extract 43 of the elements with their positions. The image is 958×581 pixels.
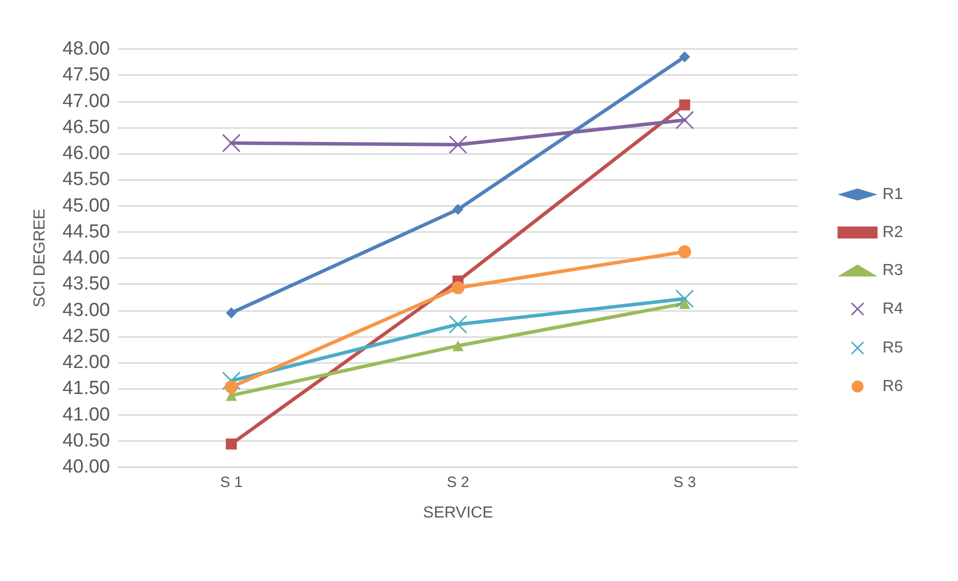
point — [452, 204, 464, 215]
y-tick-label: 43.00 — [62, 300, 110, 321]
y-tick-label: 41.00 — [62, 404, 110, 426]
point — [222, 372, 241, 390]
legend-label: R1 — [882, 186, 904, 203]
y-tick-label: 47.00 — [62, 90, 110, 112]
point — [448, 315, 468, 334]
x-axis-title: SERVICE — [423, 504, 493, 522]
point — [675, 290, 694, 308]
x-tick-label: S 3 — [673, 474, 696, 491]
legend-label: R2 — [882, 224, 904, 241]
y-tick-label: 44.00 — [62, 248, 110, 268]
x-tick-label: S 1 — [220, 474, 243, 491]
y-tick-label: 45.50 — [62, 169, 110, 190]
point — [448, 135, 468, 154]
y-tick-label: 45.00 — [62, 195, 110, 216]
point — [226, 307, 237, 318]
point — [679, 51, 690, 62]
point — [678, 245, 692, 258]
point — [224, 380, 238, 394]
point — [452, 340, 464, 352]
y-tick-label: 48.00 — [62, 38, 110, 60]
y-tick-label: 40.00 — [62, 456, 110, 478]
x-tick-label: S 2 — [446, 474, 470, 491]
point — [226, 438, 237, 450]
y-tick-label: 43.50 — [62, 274, 110, 295]
point — [452, 281, 464, 294]
legend-label: R3 — [882, 262, 904, 279]
legend-label: R5 — [882, 340, 904, 356]
y-tick-label: 41.50 — [62, 378, 110, 400]
y-tick-label: 42.00 — [62, 352, 110, 373]
y-tick-label: 40.50 — [62, 430, 110, 452]
point — [679, 99, 690, 110]
y-tick-label: 44.50 — [62, 221, 110, 242]
y-tick-label: 46.00 — [62, 143, 110, 164]
y-tick-label: 46.50 — [62, 116, 110, 138]
point — [222, 134, 241, 152]
legend-label: R4 — [882, 300, 904, 318]
point — [675, 110, 694, 130]
y-axis-title: SCI DEGREE — [32, 208, 48, 308]
y-tick-label: 42.50 — [62, 326, 110, 347]
y-tick-label: 47.50 — [62, 64, 110, 86]
legend-label: R6 — [882, 378, 904, 395]
